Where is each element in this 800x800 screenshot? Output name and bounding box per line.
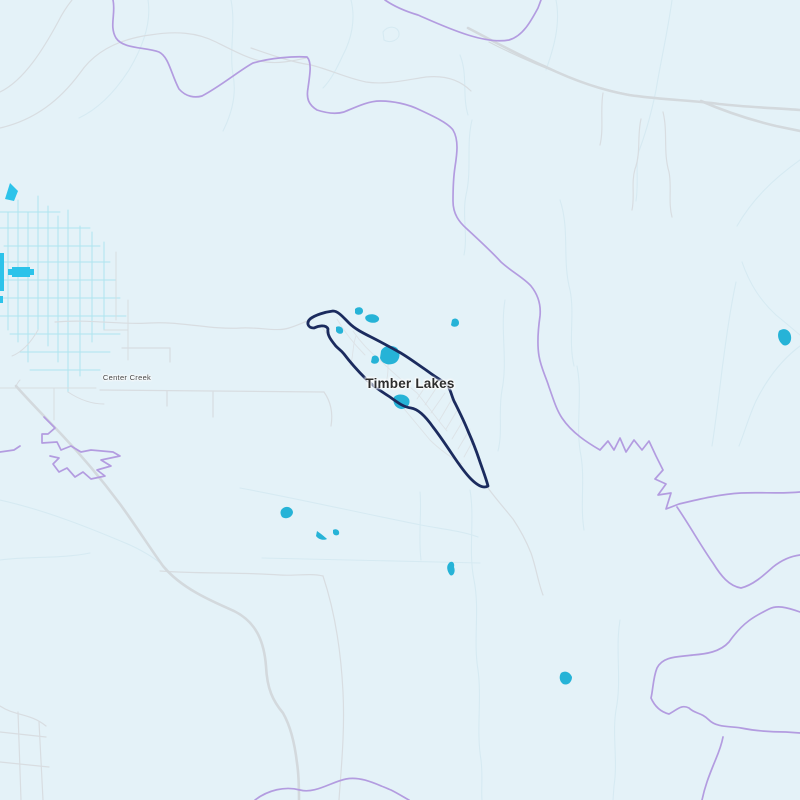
stream-line [0,499,168,570]
road-line [0,0,73,93]
stream-line [711,281,737,447]
road-line [0,705,47,727]
admin-boundary-line [111,0,800,510]
timber-lakes-boundary [306,309,490,489]
city-street-line [11,329,39,357]
road-line [0,761,50,768]
admin-boundary-line [0,445,21,453]
road-line [54,318,314,331]
stream-line [612,619,621,800]
highway-line [14,384,301,800]
stream-line [497,299,506,452]
road-line [99,389,325,393]
water-structure [0,253,4,291]
road-line [17,711,22,800]
road-line [322,575,345,800]
road-line [487,487,544,596]
stream-line [469,489,483,800]
water-structure [8,269,12,275]
subdivision-road-line [438,398,453,422]
road-line [38,721,44,800]
road-line [0,731,47,738]
stream-line [736,159,800,227]
highway-line [488,41,651,99]
subdivision-road-line [380,360,418,394]
stream-line [738,345,800,447]
lake-polygon [280,506,293,519]
admin-boundary-line [650,606,800,734]
admin-boundary-line [254,777,410,800]
stream-line [635,0,673,202]
road-line [0,32,307,129]
admin-boundary-line [701,736,724,800]
lake-polygon [355,307,363,315]
lake-polygon [365,314,380,323]
lake-polygon [333,529,340,536]
subdivision-road-line [451,418,465,440]
road-line [323,391,333,427]
stream-line [0,552,91,561]
stream-line [559,199,575,367]
water-structure [30,269,34,275]
road-line [159,570,324,577]
highway-line [699,99,800,133]
stream-line [741,261,800,336]
stream-line [261,557,481,564]
road-line [662,111,673,218]
admin-boundary-line [384,0,542,42]
lake-polygon [778,329,792,346]
stream-line [419,491,422,561]
stream-line [463,119,473,256]
water-structure [5,183,18,201]
stream-line [239,487,479,538]
admin-boundary-line [676,506,800,589]
lake-polygon [559,671,572,685]
admin-boundary-line [41,416,121,480]
stream-line [382,26,400,43]
lake-polygon [380,345,400,365]
city-street-line [67,391,105,405]
lake-polygon [371,355,379,364]
lake-polygon [447,561,455,576]
stream-line [78,0,150,119]
stream-line [576,365,585,531]
subdivision-road-line [445,408,459,430]
subdivision-road-line [416,380,430,400]
road-line [250,47,472,92]
lake-polygon [336,326,344,334]
stream-line [222,0,235,132]
road-line [599,92,604,146]
subdivision-road-line [424,386,438,406]
stream-line [322,0,354,89]
road-line [631,118,642,211]
subdivision-road-line [430,392,446,414]
highway-line [466,26,800,112]
water-structure [12,267,30,277]
subdivision-road-line [336,318,366,356]
water-structure [0,296,3,303]
lake-polygon [451,318,459,327]
lake-polygon [316,531,327,540]
stream-line [545,0,559,71]
